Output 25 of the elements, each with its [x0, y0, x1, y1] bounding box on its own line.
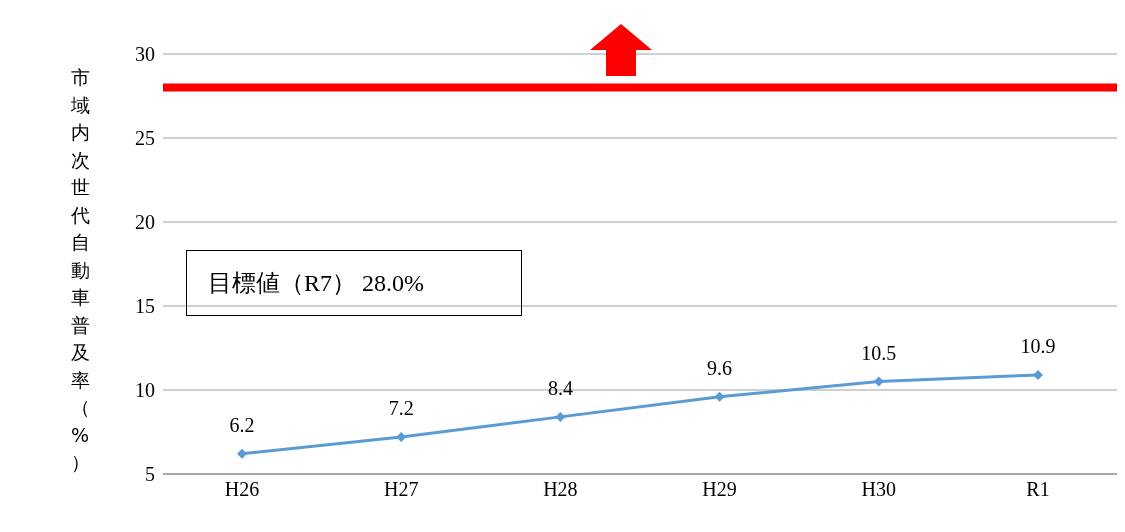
- point: [1033, 369, 1043, 380]
- annotation: 目標値（R7） 28.0%: [208, 269, 424, 298]
- y-tick-label: 30: [135, 43, 155, 66]
- point: [714, 391, 725, 402]
- x-tick-label: H26: [224, 478, 260, 501]
- text: 市域内次世代自動車普及率（%）: [70, 66, 90, 473]
- point: [873, 376, 884, 387]
- data-label: 10.9: [1020, 334, 1056, 357]
- x-tick-label: H27: [383, 478, 419, 501]
- y-tick-label: 20: [135, 211, 155, 234]
- data-label: 7.2: [388, 397, 414, 420]
- data-label: 9.6: [707, 356, 733, 379]
- y-tick-label: 15: [135, 295, 155, 318]
- point: [555, 411, 566, 422]
- y-tick-label: 25: [135, 127, 155, 150]
- data-label: 10.5: [861, 341, 897, 364]
- x-tick-label: H29: [702, 478, 737, 501]
- data-label: 8.4: [547, 376, 573, 399]
- y-tick-label: 10: [135, 379, 155, 402]
- y-tick-label: 5: [145, 463, 155, 486]
- point: [237, 448, 247, 459]
- data-label: 6.2: [229, 413, 255, 436]
- x-tick-label: H30: [861, 478, 897, 501]
- x-tick-label: H28: [543, 478, 578, 501]
- x-tick-label: R1: [1026, 478, 1050, 501]
